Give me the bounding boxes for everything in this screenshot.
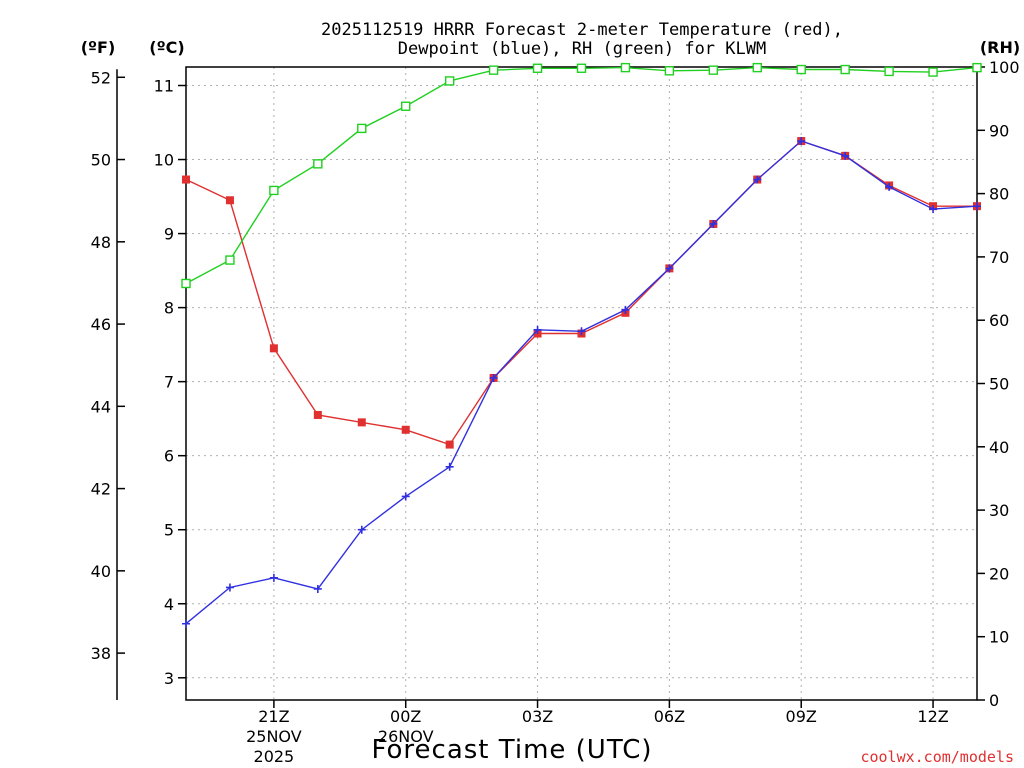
celsius-tick-label: 4 xyxy=(164,595,174,614)
chart-title-line1: 2025112519 HRRR Forecast 2-meter Tempera… xyxy=(321,20,843,40)
dewpoint-point xyxy=(797,137,806,146)
dewpoint-point xyxy=(182,619,190,628)
dewpoint-point xyxy=(357,525,366,534)
celsius-tick-label: 11 xyxy=(154,77,174,96)
x-tick-date-label: 26NOV xyxy=(378,727,434,746)
rh-point xyxy=(972,62,982,73)
rh-point xyxy=(357,123,367,134)
celsius-tick-label: 6 xyxy=(164,447,174,466)
temperature-point xyxy=(269,344,278,353)
dewpoint-point xyxy=(269,573,278,582)
dewpoint-point xyxy=(973,202,981,211)
dewpoint-point xyxy=(225,583,234,592)
fahrenheit-tick-label: 44 xyxy=(91,397,111,416)
dewpoint-point xyxy=(753,175,762,184)
temperature-point xyxy=(445,440,454,449)
fahrenheit-unit-label: (ºF) xyxy=(81,38,116,57)
credit-text: coolwx.com/models xyxy=(860,748,1014,766)
rh-point xyxy=(796,64,806,75)
temperature-point xyxy=(225,196,234,205)
x-tick-label: 12Z xyxy=(917,707,948,726)
dewpoint-point xyxy=(577,327,586,336)
celsius-tick-label: 5 xyxy=(164,521,174,540)
x-tick-label: 09Z xyxy=(786,707,817,726)
rh-point xyxy=(752,62,762,73)
rh-tick-label: 90 xyxy=(989,121,1009,140)
dewpoint-point xyxy=(841,151,850,160)
celsius-tick-label: 3 xyxy=(164,669,174,688)
temperature-point xyxy=(357,418,366,427)
celsius-unit-label: (ºC) xyxy=(149,38,184,57)
fahrenheit-tick-label: 48 xyxy=(91,233,111,252)
dewpoint-point xyxy=(445,462,454,471)
fahrenheit-tick-label: 38 xyxy=(91,644,111,663)
rh-point xyxy=(225,255,235,265)
rh-tick-label: 10 xyxy=(989,628,1009,647)
rh-point xyxy=(664,66,675,76)
rh-tick-label: 80 xyxy=(989,185,1009,204)
rh-tick-label: 0 xyxy=(989,691,999,710)
rh-point xyxy=(576,63,587,73)
x-axis-label: Forecast Time (UTC) xyxy=(371,735,652,765)
celsius-tick-label: 8 xyxy=(164,299,174,318)
rh-tick-label: 60 xyxy=(989,311,1009,330)
x-tick-date-label: 25NOV xyxy=(246,727,302,746)
x-tick-label: 03Z xyxy=(522,707,553,726)
temperature-point xyxy=(401,425,410,434)
x-tick-label: 21Z xyxy=(258,707,289,726)
celsius-tick-label: 10 xyxy=(154,151,174,170)
dewpoint-point xyxy=(489,373,498,382)
data-series xyxy=(181,62,982,628)
rh-point xyxy=(708,65,719,75)
rh-point xyxy=(401,101,411,111)
temperature-point xyxy=(313,410,322,419)
dewpoint-point xyxy=(929,205,938,214)
celsius-tick-label: 9 xyxy=(164,225,174,244)
x-tick-label: 06Z xyxy=(654,707,685,726)
rh-point xyxy=(840,64,850,75)
fahrenheit-tick-label: 46 xyxy=(91,315,111,334)
temperature-point xyxy=(182,175,190,184)
rh-point xyxy=(928,67,938,77)
dewpoint-point xyxy=(665,264,674,273)
chart-title-line2: Dewpoint (blue), RH (green) for KLWM xyxy=(398,39,766,59)
celsius-tick-label: 7 xyxy=(164,373,174,392)
fahrenheit-tick-label: 42 xyxy=(91,480,111,499)
rh-point xyxy=(269,185,279,196)
rh-point xyxy=(532,63,543,73)
rh-tick-label: 40 xyxy=(989,438,1009,457)
x-tick-year-label: 2025 xyxy=(254,747,295,766)
dewpoint-point xyxy=(709,219,718,228)
dewpoint-point xyxy=(401,492,410,501)
rh-unit-label: (RH) xyxy=(980,38,1020,57)
rh-point xyxy=(444,76,455,86)
dewpoint-point xyxy=(533,325,542,334)
rh-tick-label: 100 xyxy=(989,58,1020,77)
rh-tick-label: 30 xyxy=(989,501,1009,520)
fahrenheit-tick-label: 52 xyxy=(91,68,111,87)
rh-tick-label: 50 xyxy=(989,375,1009,394)
fahrenheit-tick-label: 40 xyxy=(91,562,111,581)
rh-point xyxy=(181,278,191,289)
dewpoint-point xyxy=(313,584,322,593)
dewpoint-point xyxy=(621,305,630,314)
rh-point xyxy=(620,62,631,73)
axes: 3 4 5 6 7 8 9 10 11 38 40 42 44 46 48 50 52 0 10 20 30 40 50 60… xyxy=(91,58,1020,766)
rh-point xyxy=(488,65,499,75)
rh-point xyxy=(884,66,894,77)
dewpoint-point xyxy=(885,182,894,191)
rh-tick-label: 70 xyxy=(989,248,1009,267)
rh-point xyxy=(313,159,323,169)
fahrenheit-tick-label: 50 xyxy=(91,151,111,170)
x-tick-label: 00Z xyxy=(390,707,421,726)
rh-tick-label: 20 xyxy=(989,564,1009,583)
